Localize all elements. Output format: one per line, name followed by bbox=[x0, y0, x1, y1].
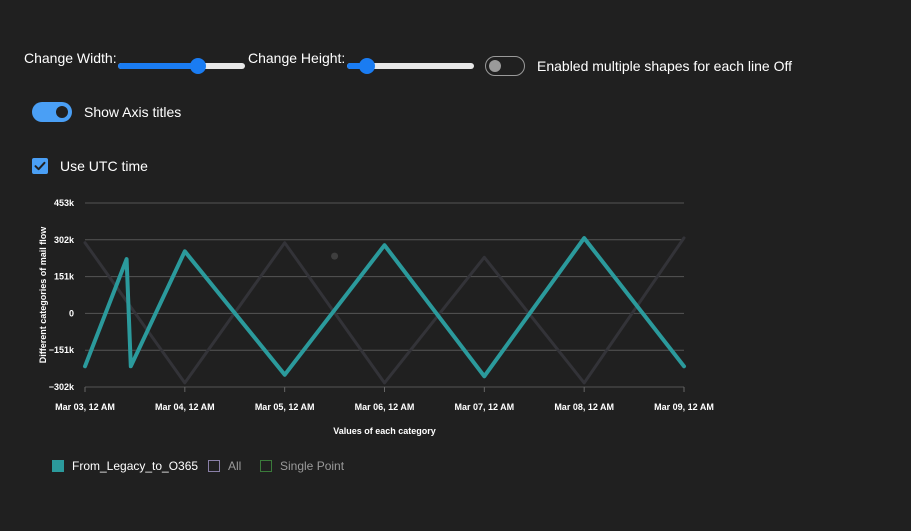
series-line-all[interactable] bbox=[83, 236, 686, 385]
x-tick-label: Mar 08, 12 AM bbox=[554, 402, 614, 412]
utc-checkbox[interactable] bbox=[32, 158, 48, 174]
legend-swatch-from-legacy-to-o365 bbox=[52, 460, 64, 472]
x-tick-label: Mar 06, 12 AM bbox=[355, 402, 415, 412]
y-tick-label: 453k bbox=[54, 198, 75, 208]
y-tick-label: 302k bbox=[54, 235, 75, 245]
series-point-single-point[interactable] bbox=[331, 252, 339, 260]
x-axis-title: Values of each category bbox=[333, 426, 436, 436]
y-tick-label: 0 bbox=[69, 308, 74, 318]
axis-titles-toggle[interactable] bbox=[32, 102, 72, 122]
legend-swatch-all bbox=[208, 460, 220, 472]
change-height-slider-thumb[interactable] bbox=[359, 58, 376, 74]
legend-swatch-single-point bbox=[260, 460, 272, 472]
x-axis-ticks: Mar 03, 12 AM Mar 04, 12 AM Mar 05, 12 AM M… bbox=[55, 387, 714, 412]
series-line-from-legacy-to-o365[interactable] bbox=[83, 236, 686, 379]
axis-titles-toggle-knob bbox=[56, 106, 68, 118]
gridlines bbox=[85, 202, 684, 388]
multiple-shapes-toggle[interactable] bbox=[485, 56, 525, 76]
axis-titles-label: Show Axis titles bbox=[84, 104, 182, 120]
y-tick-label: 151k bbox=[54, 272, 75, 282]
multiple-shapes-label: Enabled multiple shapes for each line Of… bbox=[537, 58, 793, 74]
change-height-slider-fill bbox=[347, 63, 368, 69]
change-height-label: Change Height: bbox=[248, 50, 346, 66]
series-layer bbox=[83, 236, 686, 385]
x-tick-label: Mar 05, 12 AM bbox=[255, 402, 315, 412]
x-tick-label: Mar 03, 12 AM bbox=[55, 402, 115, 412]
change-width-slider-fill bbox=[118, 63, 198, 69]
multiple-shapes-toggle-knob bbox=[489, 59, 501, 72]
y-axis-title: Different categories of mail flow bbox=[38, 226, 48, 364]
legend-label-single-point: Single Point bbox=[280, 459, 345, 473]
change-width-slider-thumb[interactable] bbox=[190, 58, 206, 74]
legend-label-from-legacy-to-o365: From_Legacy_to_O365 bbox=[72, 459, 199, 473]
legend-label-all: All bbox=[228, 459, 242, 473]
legend-item-all[interactable]: All bbox=[208, 459, 241, 473]
x-tick-label: Mar 07, 12 AM bbox=[454, 402, 514, 412]
utc-label: Use UTC time bbox=[60, 158, 148, 174]
x-tick-label: Mar 09, 12 AM bbox=[654, 402, 714, 412]
checkmark-icon bbox=[34, 161, 46, 171]
legend-item-single-point[interactable]: Single Point bbox=[260, 459, 344, 473]
y-axis-ticks: 453k 302k 151k 0 −151k −302k bbox=[49, 198, 75, 392]
x-tick-label: Mar 04, 12 AM bbox=[155, 402, 215, 412]
change-width-label: Change Width: bbox=[24, 50, 117, 66]
legend-item-from-legacy-to-o365[interactable]: From_Legacy_to_O365 bbox=[52, 459, 198, 473]
change-height-slider[interactable] bbox=[347, 58, 474, 74]
change-width-slider[interactable] bbox=[118, 58, 245, 74]
y-tick-label: −302k bbox=[49, 382, 75, 392]
y-tick-label: −151k bbox=[49, 345, 75, 355]
